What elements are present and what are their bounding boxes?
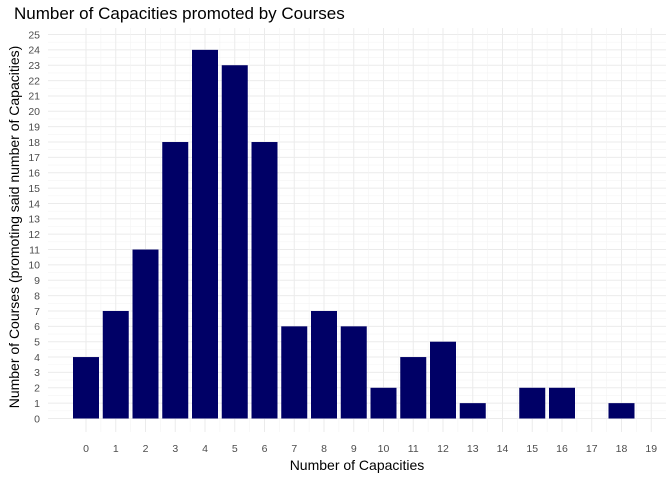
x-tick-label: 2 bbox=[143, 443, 149, 455]
x-tick-label: 9 bbox=[351, 443, 357, 455]
bar bbox=[370, 387, 397, 419]
y-tick-label: 25 bbox=[28, 29, 40, 41]
y-tick-label: 1 bbox=[34, 398, 40, 410]
x-tick-label: 19 bbox=[645, 443, 657, 455]
y-tick-label: 0 bbox=[34, 413, 40, 425]
x-tick-label: 14 bbox=[497, 443, 509, 455]
bar bbox=[281, 326, 308, 419]
y-tick-label: 16 bbox=[28, 168, 40, 180]
x-tick-label: 13 bbox=[467, 443, 479, 455]
y-axis-label: Number of Courses (promoting said number… bbox=[6, 46, 22, 409]
x-tick-label: 5 bbox=[232, 443, 238, 455]
y-tick-label: 14 bbox=[28, 198, 40, 210]
y-tick-label: 9 bbox=[34, 275, 40, 287]
x-tick-label: 18 bbox=[616, 443, 628, 455]
bar bbox=[132, 249, 159, 419]
y-tick-label: 22 bbox=[28, 75, 40, 87]
y-tick-label: 18 bbox=[28, 137, 40, 149]
bar bbox=[400, 357, 427, 419]
y-tick-label: 12 bbox=[28, 229, 40, 241]
bar bbox=[251, 142, 278, 419]
y-tick-label: 21 bbox=[28, 91, 40, 103]
x-tick-label: 6 bbox=[262, 443, 268, 455]
bar bbox=[192, 49, 218, 419]
x-tick-label: 3 bbox=[172, 443, 178, 455]
x-tick-label: 0 bbox=[83, 443, 89, 455]
x-axis-ticks: 0 1 2 3 4 5 6 7 8 9 10 11 12 13 14 15 16 17 18 19 bbox=[83, 443, 657, 455]
y-tick-label: 23 bbox=[28, 60, 40, 72]
bar bbox=[340, 326, 367, 419]
y-tick-label: 10 bbox=[28, 260, 40, 272]
x-axis-label: Number of Capacities bbox=[290, 457, 425, 473]
bar bbox=[459, 403, 486, 419]
bar bbox=[221, 65, 248, 419]
y-tick-label: 2 bbox=[34, 383, 40, 395]
y-tick-label: 4 bbox=[34, 352, 40, 364]
x-tick-label: 16 bbox=[556, 443, 568, 455]
y-tick-label: 13 bbox=[28, 214, 40, 226]
y-tick-label: 11 bbox=[29, 244, 40, 256]
x-tick-label: 11 bbox=[408, 443, 419, 455]
y-tick-label: 7 bbox=[34, 306, 40, 318]
bar bbox=[73, 357, 99, 419]
y-axis-ticks: 0123456789101112131415161718192021222324… bbox=[28, 29, 40, 425]
y-tick-label: 3 bbox=[34, 367, 40, 379]
bar bbox=[162, 142, 189, 419]
x-tick-label: 10 bbox=[378, 443, 390, 455]
bar bbox=[519, 387, 546, 419]
y-tick-label: 20 bbox=[28, 106, 40, 118]
x-tick-label: 15 bbox=[526, 443, 538, 455]
x-tick-label: 12 bbox=[437, 443, 449, 455]
y-tick-label: 15 bbox=[28, 183, 40, 195]
y-tick-label: 6 bbox=[34, 321, 40, 333]
bars bbox=[73, 49, 635, 419]
y-tick-label: 19 bbox=[28, 121, 40, 133]
bar bbox=[608, 403, 635, 419]
bar bbox=[430, 341, 456, 419]
bar bbox=[549, 387, 575, 419]
x-tick-label: 8 bbox=[321, 443, 327, 455]
y-tick-label: 17 bbox=[28, 152, 40, 164]
x-tick-label: 7 bbox=[291, 443, 297, 455]
bar bbox=[102, 310, 129, 419]
x-tick-label: 17 bbox=[586, 443, 598, 455]
y-tick-label: 5 bbox=[34, 337, 40, 349]
y-tick-label: 8 bbox=[34, 290, 40, 302]
x-tick-label: 1 bbox=[113, 443, 119, 455]
chart-title: Number of Capacities promoted by Courses bbox=[14, 4, 345, 23]
bar bbox=[311, 310, 337, 419]
y-tick-label: 24 bbox=[28, 45, 40, 57]
x-tick-label: 4 bbox=[202, 443, 208, 455]
